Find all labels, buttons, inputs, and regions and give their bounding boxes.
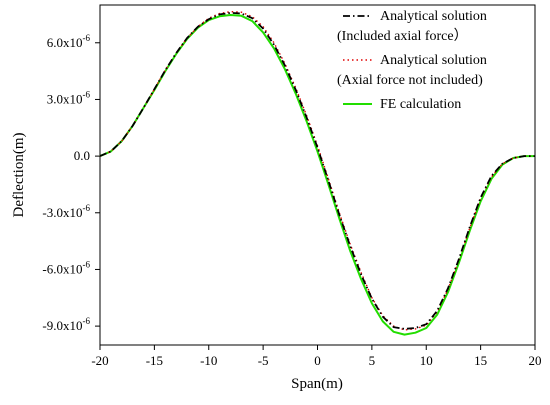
legend-entry-text: Analytical solution: [380, 9, 487, 24]
legend-entry-text: (Included axial force）: [337, 28, 468, 44]
x-tick-label: -15: [146, 353, 163, 368]
x-tick-label: 10: [420, 353, 433, 368]
legend-entry-text: Analytical solution: [380, 53, 487, 68]
y-tick-label: -9.0x10-6: [42, 316, 90, 333]
x-axis-ticks: -20 -15 -10 -5 0 5 10 15 20: [91, 345, 542, 368]
y-axis-label: Deflection(m): [11, 133, 27, 218]
x-tick-label: -5: [258, 353, 269, 368]
legend-entry-text: FE calculation: [380, 97, 461, 112]
y-tick-label: -3.0x10-6: [42, 203, 90, 220]
x-tick-label: -20: [91, 353, 108, 368]
x-tick-label: 5: [369, 353, 376, 368]
y-tick-label: 3.0x10-6: [47, 89, 91, 106]
legend-entry-text: (Axial force not included): [337, 73, 483, 88]
y-tick-label: 6.0x10-6: [47, 33, 91, 50]
series-line-0: [99, 12, 535, 330]
y-tick-label: -6.0x10-6: [42, 259, 90, 276]
y-tick-label: 0.0: [74, 148, 90, 163]
legend: Analytical solution (Included axial force…: [337, 9, 487, 112]
x-tick-label: 20: [529, 353, 542, 368]
series-layer: [99, 10, 535, 336]
y-axis-ticks: 6.0x10-6 3.0x10-6 0.0 -3.0x10-6 -6.0x10-6 -9.…: [42, 33, 100, 333]
x-axis-label: Span(m): [291, 376, 343, 392]
x-tick-label: 0: [314, 353, 321, 368]
x-tick-label: 15: [474, 353, 487, 368]
x-tick-label: -10: [200, 353, 217, 368]
